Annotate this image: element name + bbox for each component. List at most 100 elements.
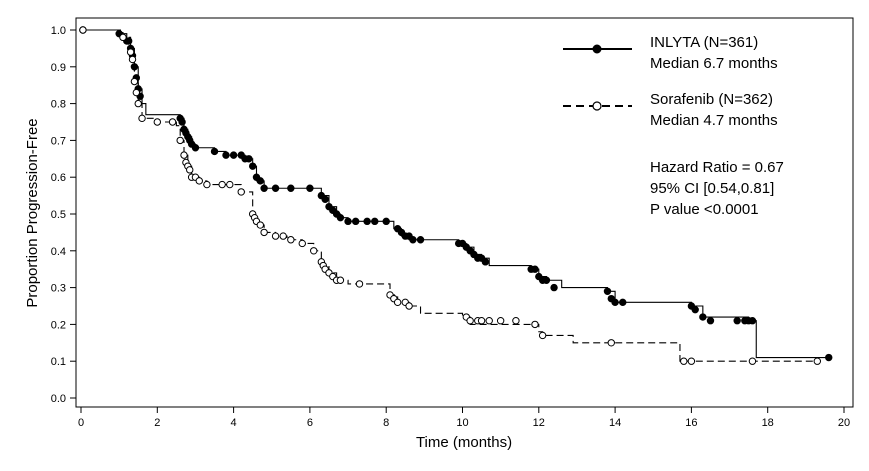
censor-marker-sorafenib (298, 239, 306, 248)
censor-marker-sorafenib (132, 88, 141, 97)
legend-entry-inlyta: INLYTA (N=361) Median 6.7 months (563, 34, 778, 72)
censor-marker-inlyta (287, 184, 295, 192)
censor-marker-inlyta (321, 195, 329, 203)
censor-marker-inlyta (191, 144, 200, 152)
censor-marker-inlyta (691, 305, 699, 314)
y-axis: 0.0 0.1 0.2 0.3 0.4 0.5 0.6 0.7 0.8 0.9 1.0 (51, 25, 76, 405)
censor-marker-inlyta (371, 217, 379, 226)
censor-marker-inlyta (825, 353, 833, 362)
censor-marker-inlyta (550, 283, 558, 292)
censor-marker-sorafenib (512, 317, 520, 325)
censor-marker-sorafenib (355, 280, 364, 288)
censor-marker-sorafenib (203, 180, 211, 189)
censor-marker-inlyta (178, 118, 186, 126)
censor-marker-inlyta (481, 258, 490, 266)
censor-marker-inlyta (409, 236, 417, 244)
censor-marker-sorafenib (226, 180, 234, 189)
plot-area: 0.0 0.1 0.2 0.3 0.4 0.5 0.6 0.7 0.8 0.9 1.0 0 2 4 6 8 1… (51, 17, 854, 429)
y-tick-label-4: 0.4 (51, 246, 66, 258)
legend-median-inlyta: Median 6.7 months (650, 55, 778, 72)
censor-marker-sorafenib (130, 77, 139, 86)
censor-marker-sorafenib (138, 114, 146, 123)
censor-marker-inlyta (344, 217, 352, 226)
legend: INLYTA (N=361) Median 6.7 months Sorafen… (563, 34, 784, 218)
censor-marker-inlyta (733, 317, 741, 325)
censor-marker-inlyta (336, 213, 345, 222)
censor-marker-sorafenib (168, 118, 177, 126)
x-tick-label-10: 20 (838, 417, 850, 429)
x-axis: 0 2 4 6 8 10 12 14 16 18 20 (78, 407, 850, 429)
censor-marker-sorafenib (310, 247, 318, 255)
legend-label-sorafenib: Sorafenib (N=362) (650, 91, 773, 108)
censor-marker-sorafenib (538, 331, 547, 340)
y-tick-label-5: 0.5 (51, 209, 66, 221)
p-value-text: P value <0.0001 (650, 201, 759, 218)
censor-marker-inlyta (260, 184, 268, 192)
censor-marker-inlyta (363, 217, 371, 226)
x-tick-label-7: 14 (609, 417, 621, 429)
censor-marker-sorafenib (336, 276, 345, 284)
censor-marker-sorafenib (485, 317, 493, 325)
legend-label-inlyta: INLYTA (N=361) (650, 34, 758, 51)
censor-marker-inlyta (271, 184, 280, 192)
censor-marker-inlyta (306, 184, 314, 192)
x-tick-label-0: 0 (78, 417, 84, 429)
censor-marker-inlyta (351, 217, 360, 226)
censor-marker-sorafenib (813, 357, 821, 365)
x-tick-label-5: 10 (456, 417, 468, 429)
censor-marker-inlyta (256, 177, 265, 185)
x-axis-title: Time (months) (416, 434, 512, 451)
censor-marker-sorafenib (607, 339, 615, 347)
censor-marker-sorafenib (134, 99, 142, 108)
y-tick-label-10: 1.0 (51, 25, 66, 37)
x-tick-label-1: 2 (154, 417, 160, 429)
x-tick-label-9: 18 (762, 417, 774, 429)
censor-marker-inlyta (248, 162, 257, 170)
y-tick-label-0: 0.0 (51, 393, 66, 405)
stats-annotation: Hazard Ratio = 0.67 95% CI [0.54,0.81] P… (650, 159, 784, 218)
censor-marker-sorafenib (287, 236, 295, 244)
y-tick-label-8: 0.8 (51, 99, 66, 111)
censor-marker-inlyta (619, 298, 627, 307)
y-tick-label-7: 0.7 (51, 135, 66, 147)
plot-frame (75, 17, 854, 408)
censor-marker-sorafenib (748, 357, 757, 365)
legend-median-sorafenib: Median 4.7 months (650, 112, 778, 129)
censor-marker-inlyta (229, 151, 238, 159)
censor-marker-sorafenib (186, 166, 194, 174)
x-tick-label-4: 8 (383, 417, 389, 429)
x-tick-label-8: 16 (685, 417, 697, 429)
legend-marker-sorafenib (592, 101, 602, 111)
censor-marker-inlyta (603, 287, 612, 295)
censor-marker-sorafenib (176, 136, 184, 145)
y-tick-label-1: 0.1 (51, 356, 66, 368)
censor-marker-sorafenib (271, 232, 280, 240)
censor-marker-sorafenib (195, 177, 203, 185)
censor-marker-sorafenib (687, 357, 696, 365)
censor-marker-inlyta (706, 317, 715, 325)
censor-marker-inlyta (699, 313, 707, 321)
censor-marker-sorafenib (119, 33, 127, 42)
censor-marker-inlyta (542, 276, 551, 284)
y-tick-label-9: 0.9 (51, 62, 66, 74)
x-tick-label-6: 12 (533, 417, 545, 429)
censor-marker-sorafenib (393, 298, 402, 307)
hazard-ratio-text: Hazard Ratio = 0.67 (650, 159, 784, 176)
censor-marker-inlyta (210, 147, 219, 156)
censor-marker-sorafenib (405, 302, 413, 310)
censor-marker-inlyta (611, 298, 619, 307)
censor-marker-sorafenib (531, 320, 539, 329)
censor-marker-inlyta (531, 265, 539, 273)
censor-marker-inlyta (748, 317, 757, 325)
y-tick-label-2: 0.2 (51, 319, 66, 331)
censor-marker-sorafenib (477, 317, 486, 325)
series-line-inlyta (81, 29, 829, 359)
y-tick-label-6: 0.6 (51, 172, 66, 184)
censor-marker-inlyta (222, 151, 230, 159)
censor-marker-sorafenib (237, 188, 245, 196)
y-tick-label-3: 0.3 (51, 283, 66, 295)
confidence-interval-text: 95% CI [0.54,0.81] (650, 180, 774, 197)
censor-marker-sorafenib (256, 221, 265, 229)
censor-marker-sorafenib (466, 317, 474, 325)
censor-marker-inlyta (416, 236, 425, 244)
